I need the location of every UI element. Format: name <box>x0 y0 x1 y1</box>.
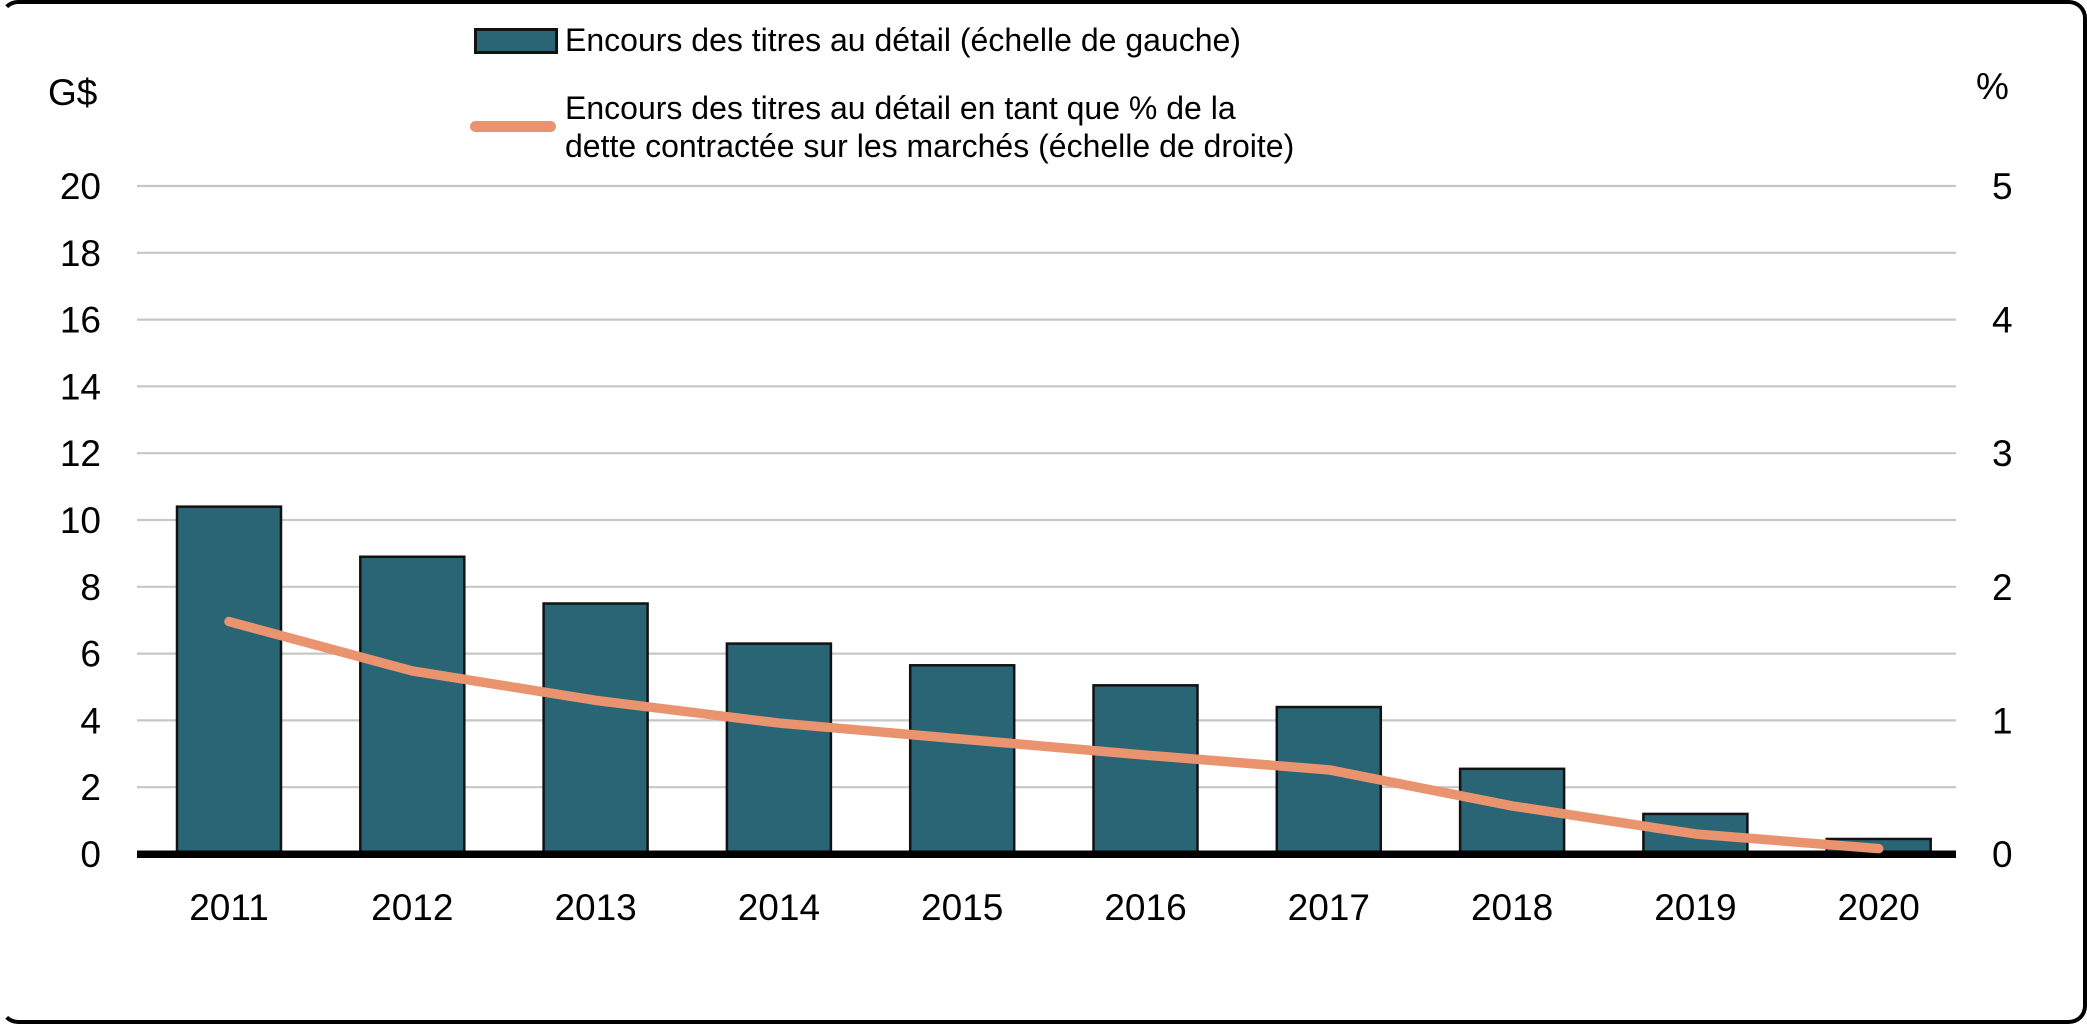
left-tick-10: 10 <box>60 500 101 541</box>
left-tick-2: 2 <box>80 767 101 808</box>
left-tick-0: 0 <box>80 834 101 875</box>
left-axis-title: G$ <box>48 72 98 113</box>
x-tick-2013: 2013 <box>554 887 636 928</box>
left-tick-8: 8 <box>80 567 101 608</box>
right-tick-4: 4 <box>1992 300 2013 341</box>
left-tick-20: 20 <box>60 166 101 207</box>
x-tick-2019: 2019 <box>1654 887 1736 928</box>
legend-label-line: Encours des titres au détail en tant que… <box>565 89 1294 165</box>
right-tick-5: 5 <box>1992 166 2013 207</box>
legend-label-bars: Encours des titres au détail (échelle de… <box>565 22 1241 58</box>
x-tick-2011: 2011 <box>189 887 269 928</box>
left-tick-4: 4 <box>80 700 101 741</box>
legend-line-swatch <box>470 121 556 132</box>
legend-bar-swatch <box>474 28 558 54</box>
left-tick-16: 16 <box>60 300 101 341</box>
left-tick-6: 6 <box>80 634 101 675</box>
right-axis-title: % <box>1976 66 2009 107</box>
x-tick-2014: 2014 <box>738 887 820 928</box>
x-tick-2016: 2016 <box>1104 887 1186 928</box>
x-tick-2018: 2018 <box>1471 887 1553 928</box>
bar-2014 <box>725 642 833 856</box>
x-tick-2012: 2012 <box>371 887 453 928</box>
x-tick-2020: 2020 <box>1838 887 1920 928</box>
x-axis-line <box>137 850 1956 858</box>
x-tick-2017: 2017 <box>1288 887 1370 928</box>
right-tick-2: 2 <box>1992 567 2013 608</box>
chart-legend: Encours des titres au détail (échelle de… <box>4 4 2083 204</box>
bar-2012 <box>359 555 466 856</box>
left-tick-18: 18 <box>60 233 101 274</box>
bar-2015 <box>908 664 1016 856</box>
right-tick-3: 3 <box>1992 433 2013 474</box>
bar-2013 <box>542 602 649 856</box>
trend-line <box>224 616 1884 854</box>
right-tick-1: 1 <box>1992 700 2013 741</box>
x-tick-2015: 2015 <box>921 887 1003 928</box>
bar-2016 <box>1092 684 1199 856</box>
legend-label-line-row1: Encours des titres au détail en tant que… <box>565 90 1236 126</box>
left-tick-14: 14 <box>60 366 101 407</box>
bar-2011 <box>175 505 283 856</box>
left-tick-12: 12 <box>60 433 101 474</box>
legend-label-line-row2: dette contractée sur les marchés (échell… <box>565 128 1295 164</box>
right-tick-0: 0 <box>1992 834 2013 875</box>
